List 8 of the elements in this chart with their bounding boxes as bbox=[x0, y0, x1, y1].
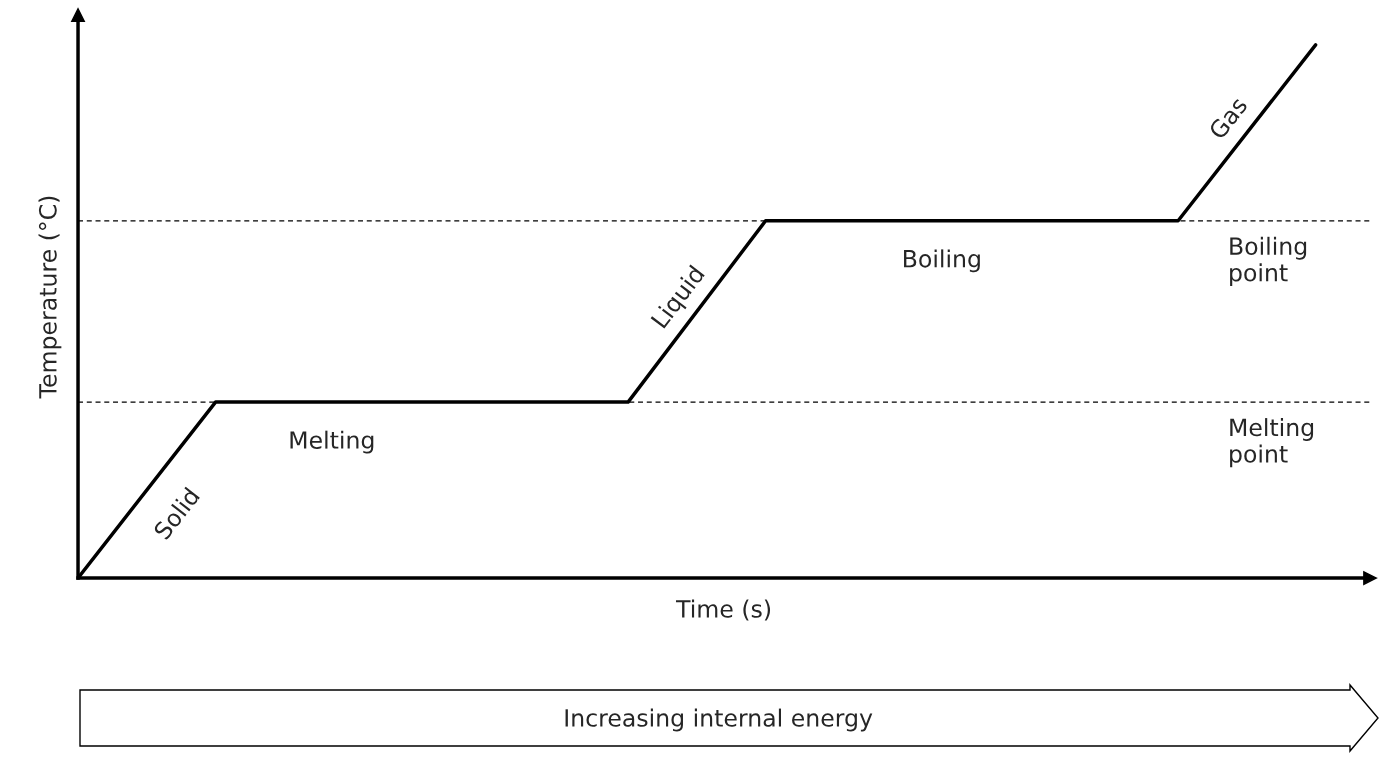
ref-line-label: Melting point bbox=[1230, 418, 1314, 468]
annotation: Gas bbox=[1207, 95, 1249, 141]
x-axis-title: Time (s) bbox=[675, 599, 771, 621]
ref-line-label: Boiling point bbox=[1230, 236, 1307, 287]
annotation: Melting bbox=[290, 430, 374, 454]
y-axis-title: Temperature (°C) bbox=[38, 196, 62, 399]
text: Increasing internal energy bbox=[565, 708, 873, 732]
annotation: Boiling bbox=[904, 249, 980, 273]
